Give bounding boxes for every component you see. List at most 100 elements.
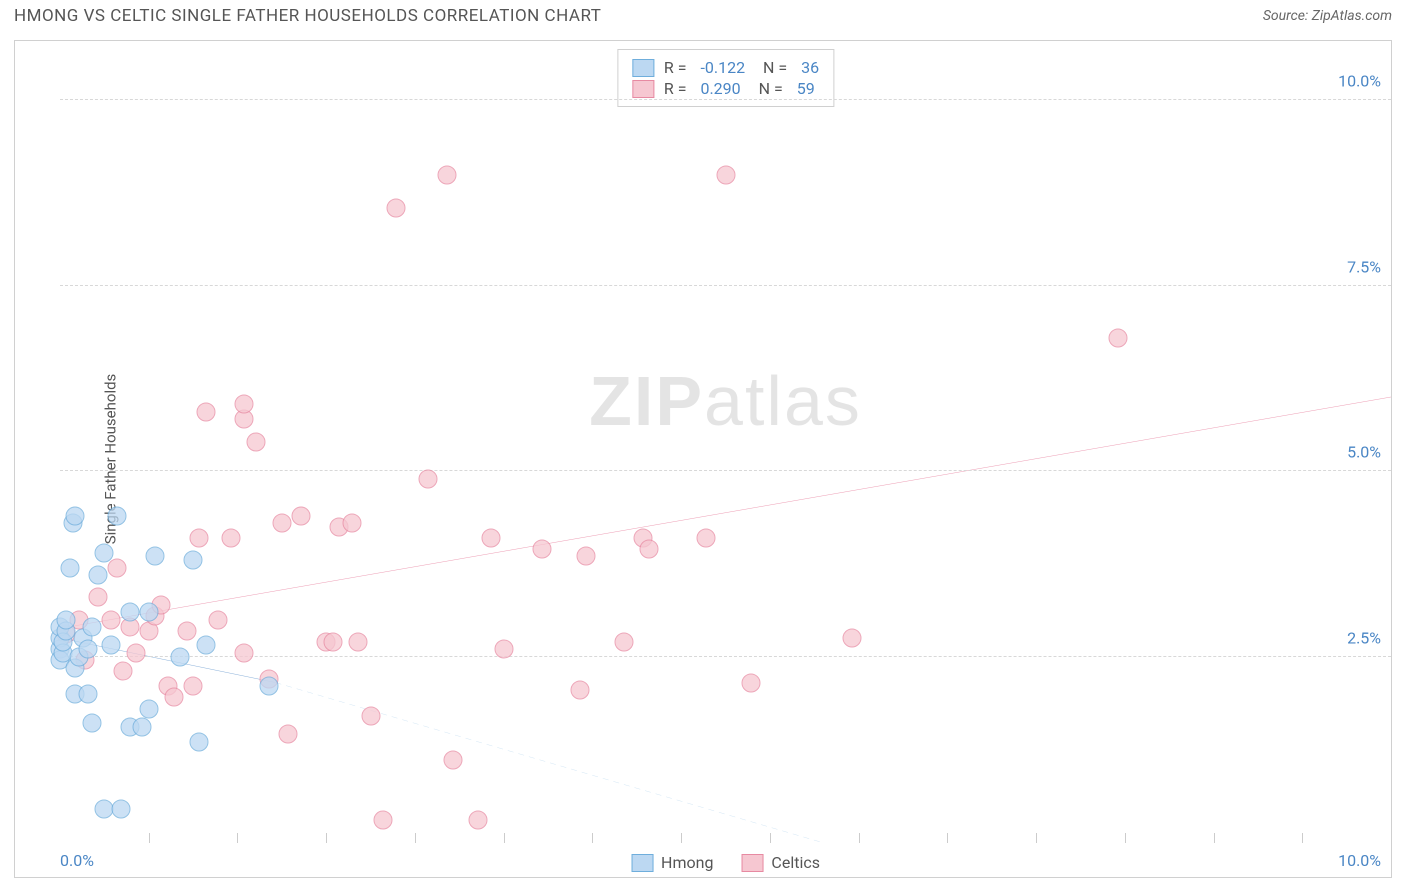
hmong-point (133, 718, 152, 737)
celtics-point (741, 673, 760, 692)
hmong-point (82, 617, 101, 636)
hmong-point (196, 636, 215, 655)
y-tick-label: 5.0% (1347, 443, 1381, 462)
x-tick (592, 833, 593, 843)
hmong-point (78, 684, 97, 703)
celtics-point (843, 629, 862, 648)
hmong-point (61, 558, 80, 577)
celtics-swatch-icon (741, 854, 763, 872)
celtics-point (342, 514, 361, 533)
celtics-point (247, 432, 266, 451)
celtics-point (234, 643, 253, 662)
y-tick-label: 10.0% (1338, 72, 1381, 91)
x-tick (681, 833, 682, 843)
celtics-point (443, 751, 462, 770)
x-tick (237, 833, 238, 843)
series-legend: Hmong Celtics (631, 853, 820, 872)
celtics-point (89, 588, 108, 607)
watermark: ZIPatlas (589, 361, 862, 441)
celtics-point (697, 528, 716, 547)
legend-row-hmong: R = -0.122 N = 36 (632, 58, 819, 77)
correlation-legend: R = -0.122 N = 36 R = 0.290 N = 59 (617, 49, 834, 107)
celtics-point (437, 165, 456, 184)
hmong-point (82, 714, 101, 733)
hmong-swatch-icon (632, 59, 654, 77)
celtics-point (1109, 328, 1128, 347)
hmong-point (108, 506, 127, 525)
celtics-point (190, 528, 209, 547)
x-tick (326, 833, 327, 843)
x-tick (149, 833, 150, 843)
celtics-point (272, 514, 291, 533)
x-tick (770, 833, 771, 843)
legend-item-hmong: Hmong (631, 853, 713, 872)
celtics-point (481, 528, 500, 547)
x-end-label: 10.0% (1338, 851, 1381, 870)
page-title: HMONG VS CELTIC SINGLE FATHER HOUSEHOLDS… (14, 6, 601, 26)
hmong-point (260, 677, 279, 696)
gridline-h (60, 470, 1391, 471)
chart-container: Single Father Households ZIPatlas R = -0… (14, 40, 1392, 878)
celtics-point (494, 640, 513, 659)
celtics-point (114, 662, 133, 681)
x-tick (947, 833, 948, 843)
y-tick-label: 7.5% (1347, 257, 1381, 276)
celtics-point (532, 540, 551, 559)
gridline-h (60, 99, 1391, 100)
trend-line (275, 683, 820, 842)
legend-row-celtics: R = 0.290 N = 59 (632, 79, 819, 98)
gridline-h (60, 656, 1391, 657)
hmong-point (89, 566, 108, 585)
x-tick (1125, 833, 1126, 843)
legend-item-celtics: Celtics (741, 853, 820, 872)
celtics-point (108, 558, 127, 577)
celtics-point (209, 610, 228, 629)
hmong-point (66, 506, 85, 525)
celtics-point (374, 810, 393, 829)
x-origin-label: 0.0% (60, 851, 94, 870)
celtics-point (640, 540, 659, 559)
celtics-point (291, 506, 310, 525)
celtics-point (101, 610, 120, 629)
celtics-point (323, 632, 342, 651)
celtics-point (196, 402, 215, 421)
gridline-h (60, 285, 1391, 286)
x-tick (1036, 833, 1037, 843)
hmong-point (184, 551, 203, 570)
celtics-point (348, 632, 367, 651)
hmong-point (146, 547, 165, 566)
hmong-point (57, 610, 76, 629)
celtics-point (222, 528, 241, 547)
hmong-point (101, 636, 120, 655)
x-tick (859, 833, 860, 843)
celtics-point (418, 469, 437, 488)
celtics-point (577, 547, 596, 566)
x-tick (504, 833, 505, 843)
hmong-point (111, 799, 130, 818)
celtics-point (361, 706, 380, 725)
x-tick (1302, 833, 1303, 843)
hmong-point (95, 543, 114, 562)
x-tick (1214, 833, 1215, 843)
celtics-point (716, 165, 735, 184)
hmong-point (171, 647, 190, 666)
celtics-point (177, 621, 196, 640)
celtics-point (279, 725, 298, 744)
y-tick-label: 2.5% (1347, 628, 1381, 647)
celtics-point (165, 688, 184, 707)
x-tick (415, 833, 416, 843)
celtics-swatch-icon (632, 80, 654, 98)
celtics-point (234, 395, 253, 414)
celtics-point (615, 632, 634, 651)
celtics-point (570, 680, 589, 699)
hmong-point (139, 603, 158, 622)
hmong-point (139, 699, 158, 718)
plot-area: ZIPatlas R = -0.122 N = 36 R = 0.290 N =… (60, 41, 1391, 842)
source-label: Source: ZipAtlas.com (1263, 8, 1392, 24)
celtics-point (127, 643, 146, 662)
celtics-point (469, 810, 488, 829)
celtics-point (184, 677, 203, 696)
celtics-point (386, 198, 405, 217)
hmong-point (190, 732, 209, 751)
hmong-point (120, 603, 139, 622)
